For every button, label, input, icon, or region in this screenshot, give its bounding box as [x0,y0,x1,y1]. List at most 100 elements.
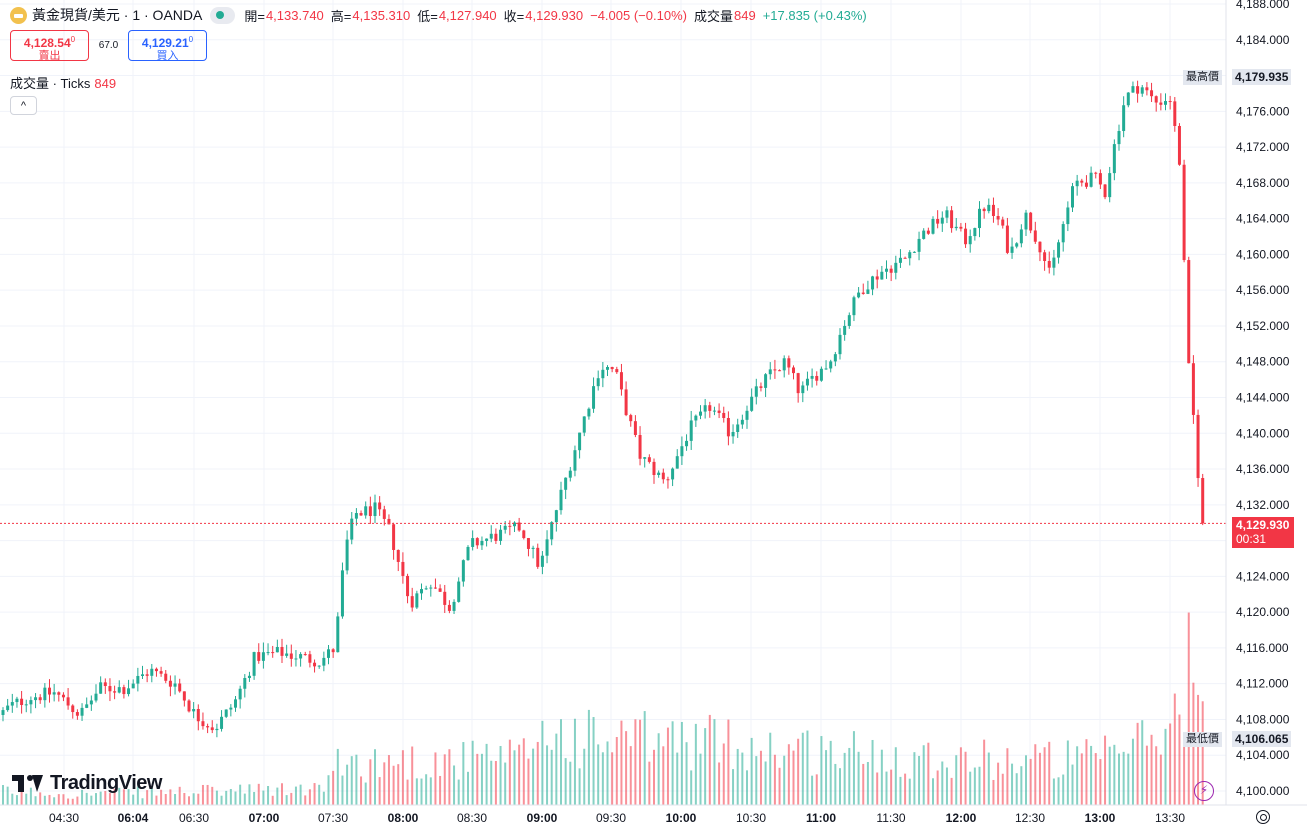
volume-bar [271,795,274,805]
sell-label: 賣出 [38,50,61,62]
candle-body [145,674,149,676]
candle-body [1136,86,1140,94]
gear-icon[interactable] [1256,810,1270,824]
volume-bar [378,777,381,805]
candle-body [489,533,493,539]
volume-bar [825,750,828,805]
volume-bar [257,783,260,805]
volume-bar [1201,701,1204,805]
tradingview-logo[interactable]: TradingView [12,772,162,795]
candle-body [857,292,861,298]
candle-body [271,652,275,654]
candle-body [415,593,419,608]
candle-body [66,697,70,706]
candle-body [801,385,805,394]
sell-button[interactable]: 4,128.540 賣出 [10,30,89,62]
candle-body [243,678,247,689]
volume-bar [1020,766,1023,805]
candle-body [917,238,921,252]
volume-bar [439,775,442,805]
volume-bar [699,753,702,805]
candle-body [234,699,237,708]
price-tick-label: 4,156.000 [1236,283,1290,297]
volume-bar [453,765,456,805]
volume-bar [294,786,297,805]
candle-body [554,510,558,523]
volume-bar [634,719,637,805]
lightning-icon[interactable]: ⚡ [1194,781,1214,801]
open-label: 開= [244,8,265,24]
volume-bar [550,749,553,805]
volume-bar [90,795,93,805]
candle-body [922,230,926,239]
volume-legend[interactable]: 成交量 · Ticks 849 [10,73,116,92]
candle-body [1112,144,1116,174]
volume-bar [587,709,590,805]
candle-body [610,366,614,370]
volume-bar [1090,745,1093,805]
volume-bar [1062,774,1065,805]
candle-body [275,646,279,653]
candle-body [843,325,847,335]
volume-bar [899,776,902,805]
candle-body [1043,252,1047,262]
symbol-name[interactable]: 黃金現貨/美元 · 1 · OANDA [32,7,203,23]
candle-body [1019,229,1023,244]
volume-bar [248,784,251,805]
volume-bar [6,786,9,805]
candle-body [396,549,400,562]
volume-bar [746,770,748,805]
volume-bar [536,741,539,805]
price-tick-label: 4,164.000 [1236,212,1290,226]
candle-body [596,378,600,387]
volume-bar [732,769,735,805]
candle-body [699,411,702,416]
volume-legend-name: 成交量 · Ticks [10,76,91,91]
volume-bar [1131,738,1134,805]
buy-button[interactable]: 4,129.210 買入 [128,30,207,62]
candle-body [643,457,647,459]
candle-body [601,369,605,379]
candle-body [220,716,224,729]
volume-bar [48,794,51,805]
volume-bar [411,746,414,805]
candle-body [1182,164,1186,261]
chart-grid [0,0,1226,805]
candle-body [568,470,572,478]
candle-body [545,539,549,556]
volume-bar [513,750,516,805]
candle-body [196,709,200,722]
volume-bar [880,749,883,805]
volume-bar [429,777,432,805]
candle-body [108,686,112,692]
candle-body [447,604,451,611]
volume-bar [215,790,218,805]
candle-body [350,518,354,540]
candle-body [1145,87,1149,91]
volume-bar [978,766,981,805]
buy-price-fraction: 0 [188,35,194,44]
collapse-legend-button[interactable]: ^ [10,96,37,115]
volume-bar [839,768,841,805]
volume-bar [229,788,232,805]
candle-body [657,472,661,475]
candle-body [689,420,693,441]
volume-bar [718,762,721,805]
volume-bar [639,719,642,805]
candle-body [168,680,172,687]
market-status-pill[interactable] [210,6,236,24]
candle-body [359,513,363,516]
volume-bar [922,745,925,805]
candle-body [838,334,842,355]
volume-bar [57,794,60,805]
volume-bar [178,786,181,805]
candle-body [778,370,782,372]
volume-bar [653,749,655,805]
volume-bar [959,747,962,805]
volume-bar [969,771,972,805]
volume-bar [206,784,209,805]
spread-value: 67.0 [98,40,119,51]
candle-body [592,386,596,409]
volume-bar [908,778,911,805]
